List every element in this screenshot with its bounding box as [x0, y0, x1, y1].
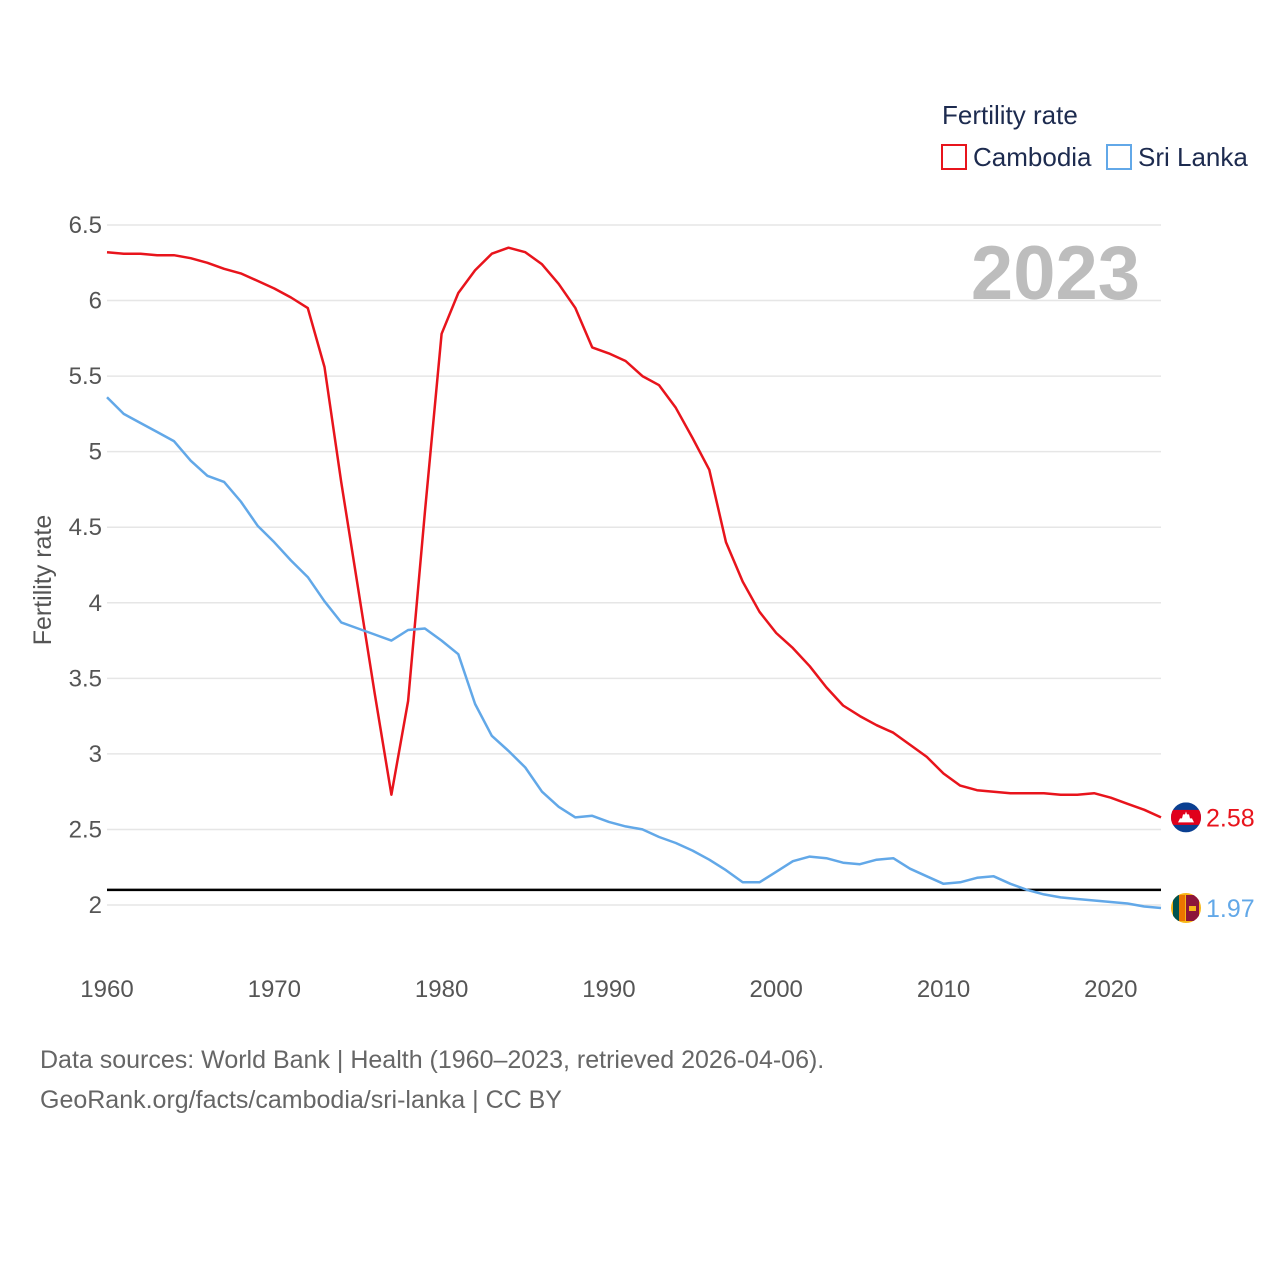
series-line-cambodia[interactable] [106, 246, 1162, 819]
cambodia-flag-icon [1171, 802, 1201, 833]
y-tick-label: 6 [89, 288, 102, 315]
legend-swatch-sri-lanka [1106, 144, 1132, 170]
end-label-sri-lanka: 1.97 [1206, 895, 1255, 923]
legend-label-sri-lanka: Sri Lanka [1138, 142, 1248, 172]
fertility-chart: Fertility rate Cambodia Sri Lanka 2 2.5 3 3… [29, 100, 1255, 1003]
legend-item-sri-lanka[interactable]: Sri Lanka [1106, 142, 1248, 172]
x-tick-label: 1970 [248, 976, 301, 1003]
y-tick-label: 2 [89, 892, 102, 919]
attribution-link[interactable]: GeoRank.org/facts/cambodia/sri-lanka | C… [40, 1086, 562, 1114]
y-tick-label: 5.5 [69, 363, 102, 390]
x-tick-label: 1960 [80, 976, 133, 1003]
y-tick-label: 3 [89, 741, 102, 768]
x-tick-label: 2000 [750, 976, 803, 1003]
y-tick-label: 4.5 [69, 514, 102, 541]
end-marker-sri-lanka: 1.97 [1171, 893, 1255, 923]
data-sources: Data sources: World Bank | Health (1960–… [40, 1046, 825, 1074]
end-label-cambodia: 2.58 [1206, 804, 1255, 832]
gridlines [107, 224, 1161, 906]
legend-title: Fertility rate [942, 100, 1078, 130]
sri-lanka-flag-icon [1171, 893, 1201, 923]
x-tick-label: 1990 [582, 976, 635, 1003]
x-tick-label: 2010 [917, 976, 970, 1003]
legend-item-cambodia[interactable]: Cambodia [941, 142, 1092, 172]
end-marker-cambodia: 2.58 [1171, 802, 1255, 833]
footer: Data sources: World Bank | Health (1960–… [40, 1040, 824, 1120]
series-line-sri-lanka[interactable] [106, 396, 1162, 910]
y-axis-ticks: 2 2.5 3 3.5 4 4.5 5 5.5 6 6.5 [69, 212, 102, 919]
x-tick-label: 1980 [415, 976, 468, 1003]
y-tick-label: 3.5 [69, 665, 102, 692]
y-axis-label: Fertility rate [29, 515, 57, 646]
legend: Fertility rate Cambodia Sri Lanka [941, 100, 1248, 172]
x-axis-ticks: 1960 1970 1980 1990 2000 2010 2020 [80, 976, 1137, 1003]
y-tick-label: 6.5 [69, 212, 102, 239]
legend-label-cambodia: Cambodia [973, 142, 1092, 172]
y-tick-label: 2.5 [69, 816, 102, 843]
x-tick-label: 2020 [1084, 976, 1137, 1003]
y-tick-label: 4 [89, 590, 102, 617]
legend-swatch-cambodia [941, 144, 967, 170]
y-tick-label: 5 [89, 439, 102, 466]
year-watermark: 2023 [971, 231, 1140, 316]
series-lines [106, 246, 1162, 910]
